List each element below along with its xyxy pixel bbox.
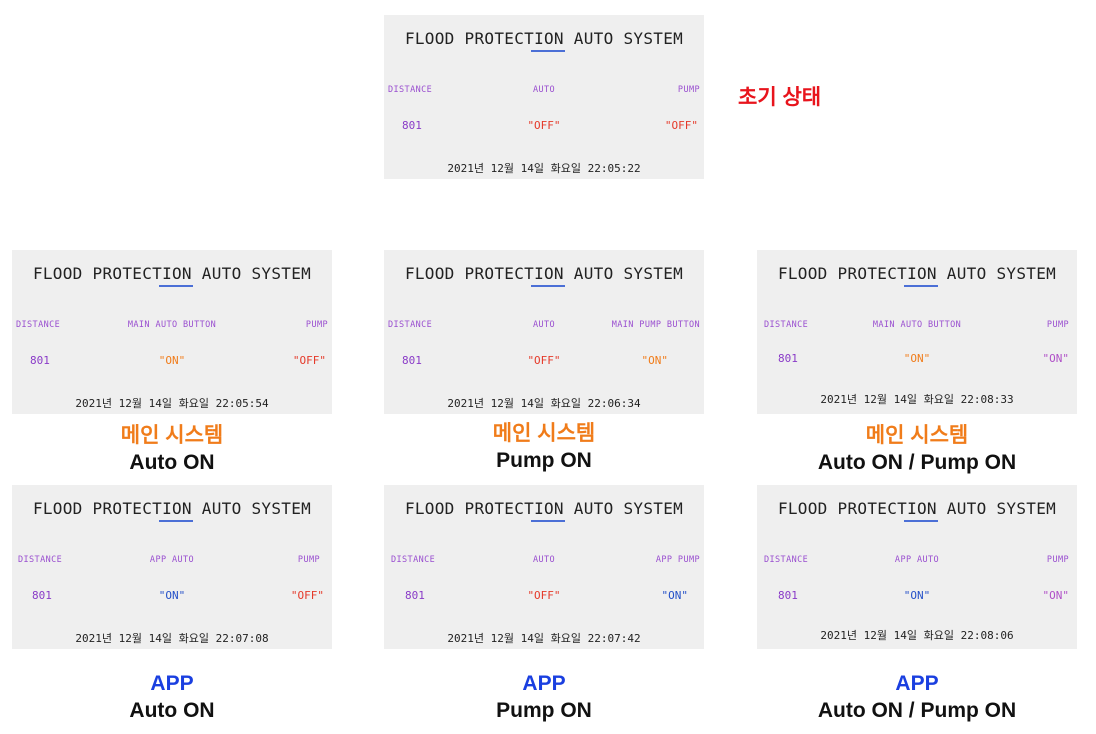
pump-label: PUMP [305, 320, 328, 330]
date-time: 2021년 12월 14일 화요일 22:07:08 [75, 632, 269, 645]
date-time: 2021년 12월 14일 화요일 22:06:34 [447, 397, 641, 410]
caption-system: APP [522, 672, 566, 695]
caption-state: Pump ON [496, 449, 592, 472]
distance-value: 801 [32, 589, 52, 602]
app-caption-pump: APP Pump ON [384, 670, 704, 724]
title-underline [531, 50, 565, 52]
distance-value: 801 [402, 119, 422, 132]
pump-value: "ON" [1042, 589, 1070, 602]
auto-value: "ON" [903, 352, 931, 365]
panel-title: FLOOD PROTECTION AUTO SYSTEM [32, 499, 312, 518]
app-panel-auto: FLOOD PROTECTION AUTO SYSTEM DISTANCE AP… [12, 485, 332, 649]
app-panel-auto-pump: FLOOD PROTECTION AUTO SYSTEM DISTANCE AP… [757, 485, 1077, 649]
caption-state: Auto ON [129, 699, 215, 722]
pump-value: "ON" [641, 354, 669, 367]
pump-value: "OFF" [292, 354, 326, 367]
panel-title: FLOOD PROTECTION AUTO SYSTEM [404, 264, 684, 283]
date-time: 2021년 12월 14일 화요일 22:05:22 [447, 162, 641, 175]
main-auto-button-label: MAIN AUTO BUTTON [127, 320, 217, 330]
caption-system: APP [895, 672, 939, 695]
distance-value: 801 [778, 589, 798, 602]
panel-title: FLOOD PROTECTION AUTO SYSTEM [777, 264, 1057, 283]
pump-label: PUMP [1046, 555, 1069, 565]
caption-system: APP [150, 672, 194, 695]
panel-title: FLOOD PROTECTION AUTO SYSTEM [404, 29, 684, 48]
panel-title: FLOOD PROTECTION AUTO SYSTEM [404, 499, 684, 518]
distance-value: 801 [402, 354, 422, 367]
distance-value: 801 [405, 589, 425, 602]
caption-state: Auto ON [129, 451, 215, 474]
auto-label: AUTO [532, 555, 556, 565]
title-underline [159, 520, 193, 522]
date-time: 2021년 12월 14일 화요일 22:05:54 [75, 397, 269, 410]
distance-value: 801 [778, 352, 798, 365]
app-auto-label: APP AUTO [894, 555, 940, 565]
auto-label: AUTO [532, 85, 556, 95]
auto-value: "OFF" [527, 119, 561, 132]
auto-value: "OFF" [527, 589, 561, 602]
caption-state: Auto ON / Pump ON [817, 451, 1017, 474]
app-panel-pump: FLOOD PROTECTION AUTO SYSTEM DISTANCE AU… [384, 485, 704, 649]
auto-value: "ON" [158, 354, 186, 367]
distance-label: DISTANCE [388, 85, 433, 95]
initial-caption: 초기 상태 [738, 86, 822, 109]
app-caption-auto: APP Auto ON [12, 670, 332, 724]
pump-label: PUMP [677, 85, 700, 95]
initial-panel: FLOOD PROTECTION AUTO SYSTEM DISTANCE AU… [384, 15, 704, 179]
date-time: 2021년 12월 14일 화요일 22:08:06 [820, 629, 1014, 642]
title-underline [904, 520, 938, 522]
date-time: 2021년 12월 14일 화요일 22:08:33 [820, 393, 1014, 406]
main-panel-pump: FLOOD PROTECTION AUTO SYSTEM DISTANCE AU… [384, 250, 704, 414]
caption-state: Auto ON / Pump ON [817, 699, 1017, 722]
title-underline [531, 520, 565, 522]
main-caption-pump: 메인 시스템 Pump ON [384, 420, 704, 474]
main-auto-button-label: MAIN AUTO BUTTON [872, 320, 962, 330]
distance-label: DISTANCE [18, 555, 63, 565]
pump-label: PUMP [297, 555, 320, 565]
auto-value: "ON" [903, 589, 931, 602]
pump-value: "OFF" [290, 589, 324, 602]
app-caption-auto-pump: APP Auto ON / Pump ON [757, 670, 1077, 724]
distance-label: DISTANCE [391, 555, 436, 565]
main-panel-auto: FLOOD PROTECTION AUTO SYSTEM DISTANCE MA… [12, 250, 332, 414]
date-time: 2021년 12월 14일 화요일 22:07:42 [447, 632, 641, 645]
title-underline [159, 285, 193, 287]
app-pump-label: APP PUMP [655, 555, 700, 565]
distance-label: DISTANCE [764, 320, 809, 330]
title-underline [904, 285, 938, 287]
app-auto-label: APP AUTO [149, 555, 195, 565]
distance-label: DISTANCE [16, 320, 61, 330]
pump-value: "OFF" [664, 119, 698, 132]
main-panel-auto-pump: FLOOD PROTECTION AUTO SYSTEM DISTANCE MA… [757, 250, 1077, 414]
caption-system: 메인 시스템 [865, 424, 969, 447]
auto-label: AUTO [532, 320, 556, 330]
caption-system: 메인 시스템 [120, 424, 224, 447]
main-pump-button-label: MAIN PUMP BUTTON [611, 320, 700, 330]
pump-label: PUMP [1046, 320, 1069, 330]
caption-system: 메인 시스템 [492, 422, 596, 445]
distance-label: DISTANCE [388, 320, 433, 330]
panel-title: FLOOD PROTECTION AUTO SYSTEM [32, 264, 312, 283]
caption-state: Pump ON [496, 699, 592, 722]
main-caption-auto: 메인 시스템 Auto ON [12, 422, 332, 476]
pump-value: "ON" [661, 589, 689, 602]
distance-label: DISTANCE [764, 555, 809, 565]
panel-title: FLOOD PROTECTION AUTO SYSTEM [777, 499, 1057, 518]
auto-value: "OFF" [527, 354, 561, 367]
title-underline [531, 285, 565, 287]
distance-value: 801 [30, 354, 50, 367]
pump-value: "ON" [1042, 352, 1070, 365]
main-caption-auto-pump: 메인 시스템 Auto ON / Pump ON [757, 422, 1077, 476]
auto-value: "ON" [158, 589, 186, 602]
